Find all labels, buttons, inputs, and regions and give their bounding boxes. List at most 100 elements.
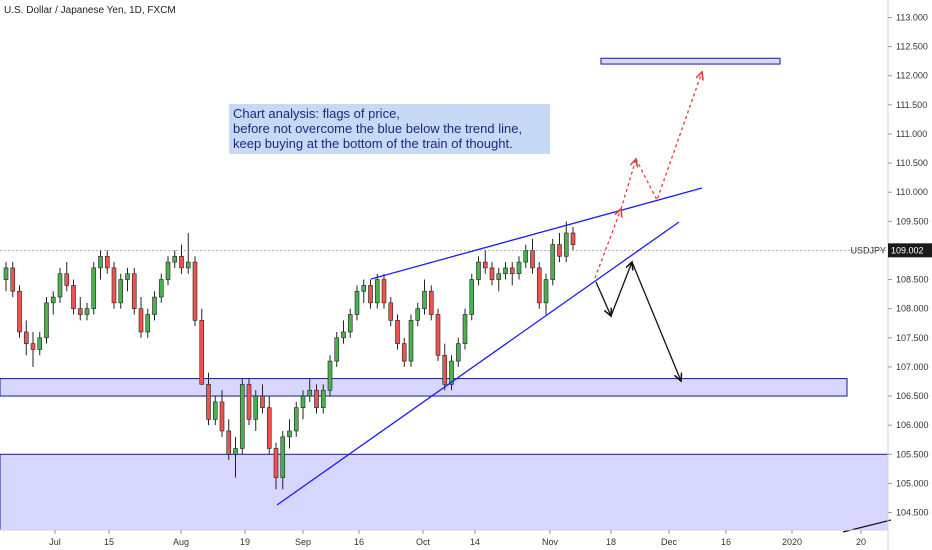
candle-body — [563, 232, 569, 257]
candle-body — [408, 320, 414, 362]
price-tick-label: 106.000 — [896, 420, 929, 430]
candle-body — [314, 389, 319, 408]
annotation-line: Chart analysis: flags of price, — [233, 106, 400, 121]
candle-body — [489, 267, 495, 280]
candle-body — [401, 343, 407, 362]
candle-body — [530, 250, 535, 269]
drawings: Chart analysis: flags of price,before no… — [0, 72, 892, 533]
candle-body — [300, 395, 306, 408]
symbol-label: USDJPY — [850, 245, 886, 255]
candle-body — [50, 296, 56, 304]
candle-body — [320, 389, 326, 408]
time-tick-label: 15 — [104, 537, 114, 547]
time-tick-label: Oct — [416, 537, 431, 547]
candle-body — [469, 279, 475, 315]
candle-body — [368, 285, 373, 304]
candle-body — [449, 360, 454, 385]
candle-body — [17, 290, 22, 333]
candle-body — [260, 395, 265, 408]
candle-body — [212, 401, 218, 420]
candle-body — [158, 279, 164, 298]
candle-body — [516, 261, 522, 275]
bearish-arrow-1 — [595, 281, 611, 316]
chart-title: U.S. Dollar / Japanese Yen, 1D, FXCM — [4, 5, 176, 16]
candle-body — [570, 232, 576, 245]
zones — [0, 57, 889, 531]
candle-body — [239, 384, 245, 449]
price-tag-box — [888, 243, 932, 258]
time-tick-label: 2020 — [782, 537, 802, 547]
time-tick-label: 14 — [470, 537, 480, 547]
candle-body — [435, 314, 441, 356]
candle-body — [266, 407, 272, 449]
candle-body — [395, 320, 400, 344]
candle-body — [145, 314, 151, 333]
candle-body — [179, 255, 184, 269]
candle-body — [280, 436, 286, 478]
candle-body — [341, 331, 346, 339]
zone-support — [0, 378, 848, 397]
candle-body — [273, 448, 279, 478]
candle-body — [388, 302, 394, 321]
candle-body — [199, 320, 205, 385]
price-tick-label: 111.500 — [896, 100, 927, 110]
price-axis[interactable]: 113.000 112.500 112.000 111.500 111.000 110.5… — [850, 0, 932, 550]
candle-body — [523, 250, 529, 263]
price-tick-label: 105.000 — [896, 478, 929, 488]
annotation-box — [229, 104, 550, 154]
candle-body — [77, 308, 83, 315]
time-tick-label: Aug — [173, 537, 189, 547]
candle-body — [482, 261, 488, 269]
candle-body — [428, 290, 434, 315]
time-axis[interactable]: Jul 15 Aug 19 Sep 16 Oct 14 Nov 18 Dec 16 2020 20 — [0, 529, 888, 547]
price-tick-label: 110.000 — [896, 187, 928, 197]
candle-body — [104, 255, 110, 269]
time-tick-label: 19 — [240, 537, 250, 547]
time-tick-label: Nov — [542, 537, 559, 547]
zone-target — [600, 57, 781, 65]
candle-body — [37, 337, 43, 350]
candle-body — [165, 261, 171, 280]
candle-body — [30, 343, 36, 350]
candle-body — [374, 279, 380, 304]
candle-body — [327, 360, 333, 391]
candle-body — [503, 267, 508, 275]
candle-body — [152, 296, 157, 315]
bullish-arrow-3 — [635, 72, 702, 202]
candle-body — [293, 407, 299, 432]
candle-body — [462, 314, 468, 344]
candle-body — [307, 389, 313, 397]
candle-body — [98, 255, 103, 269]
bearish-arrow-2 — [610, 262, 632, 317]
time-tick-label: Dec — [661, 537, 678, 547]
candle-body — [476, 261, 481, 280]
candle-body — [111, 267, 117, 304]
price-tick-label: 111.000 — [896, 129, 927, 139]
candle-body — [91, 267, 97, 309]
candle-body — [206, 384, 211, 420]
price-tick-label: 113.000 — [896, 12, 928, 22]
candle-body — [219, 401, 225, 432]
bullish-arrow-1 — [594, 209, 621, 279]
candle-body — [253, 395, 259, 420]
price-tick-label: 110.500 — [896, 158, 928, 168]
price-tick-label: 109.500 — [896, 216, 929, 226]
price-tick-label: 108.500 — [896, 275, 929, 285]
candle-body — [44, 302, 49, 339]
candle-body — [550, 244, 556, 280]
time-tick-label: Jul — [49, 537, 61, 547]
price-tick-label: 104.500 — [896, 508, 929, 518]
candle-body — [354, 290, 360, 315]
candle-body — [422, 290, 427, 309]
candle-body — [415, 308, 421, 321]
candle-body — [10, 267, 16, 292]
price-tick-label: 106.500 — [896, 391, 929, 401]
candle-body — [3, 267, 9, 280]
candle-body — [347, 314, 353, 333]
candle-body — [57, 273, 63, 298]
time-tick-label: 18 — [606, 537, 616, 547]
candle-body — [496, 273, 502, 280]
candle-body — [442, 354, 448, 385]
time-tick-label: Sep — [295, 537, 311, 547]
